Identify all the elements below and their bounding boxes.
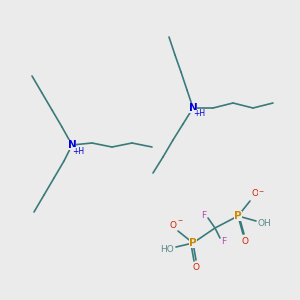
- Text: F: F: [201, 211, 207, 220]
- Text: P: P: [234, 211, 242, 221]
- Text: O: O: [242, 236, 248, 245]
- Text: P: P: [189, 238, 197, 248]
- Text: O: O: [251, 190, 259, 199]
- Text: O: O: [193, 263, 200, 272]
- Text: F: F: [221, 236, 226, 245]
- Text: −: −: [177, 218, 183, 223]
- Text: N: N: [68, 140, 76, 150]
- Text: OH: OH: [257, 220, 271, 229]
- Text: +H: +H: [193, 110, 205, 118]
- Text: −: −: [258, 188, 264, 194]
- Text: O: O: [169, 220, 176, 230]
- Text: N: N: [189, 103, 197, 113]
- Text: +H: +H: [72, 146, 84, 155]
- Text: HO: HO: [160, 244, 174, 253]
